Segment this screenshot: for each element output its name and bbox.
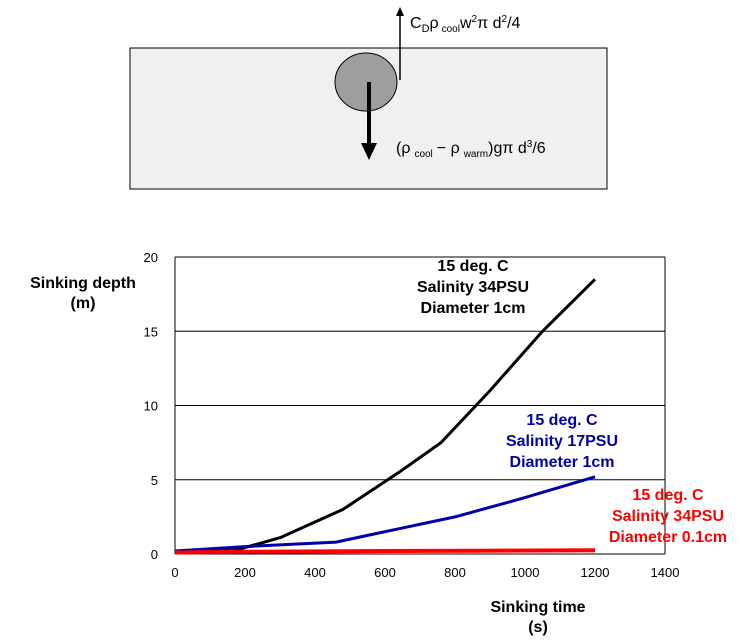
series-0-label-line-1: Salinity 34PSU (417, 279, 529, 296)
series-line-2 (174, 548, 596, 555)
series-0-label-line-2: Diameter 1cm (421, 300, 526, 317)
x-tick-label-5: 1000 (511, 565, 540, 580)
x-axis-label-line1: Sinking time (490, 599, 585, 616)
series-1-label-line-1: Salinity 17PSU (506, 433, 618, 450)
series-2-label-line-1: Salinity 34PSU (612, 508, 724, 525)
x-tick-label-4: 800 (444, 565, 466, 580)
force-diagram: CDρ coolw2π d2/4 (ρ cool − ρ warm)gπ d3/6 (129, 7, 608, 190)
series-1-label-line-2: Diameter 1cm (510, 454, 615, 471)
x-tick-label-3: 600 (374, 565, 396, 580)
y-axis-label-line2: (m) (71, 295, 96, 312)
series-line-1 (174, 475, 596, 553)
x-axis-label-line2: (s) (528, 619, 548, 636)
sinking-sphere (334, 52, 398, 112)
y-tick-label-2: 10 (144, 399, 158, 414)
series-2-label-line-0: 15 deg. C (632, 487, 704, 504)
y-tick-label-0: 0 (151, 547, 158, 562)
series-2-label-line-2: Diameter 0.1cm (609, 529, 727, 546)
x-tick-label-0: 0 (171, 565, 178, 580)
y-tick-label-4: 20 (144, 250, 158, 265)
buoyancy-force-formula: (ρ cool − ρ warm)gπ d3/6 (396, 139, 546, 160)
x-tick-label-7: 1400 (651, 565, 680, 580)
series-0-label-line-0: 15 deg. C (437, 258, 509, 275)
y-tick-label-1: 5 (151, 473, 158, 488)
drag-force-formula: CDρ coolw2π d2/4 (410, 14, 521, 35)
y-tick-label-3: 15 (144, 324, 158, 339)
x-tick-label-1: 200 (234, 565, 256, 580)
series-layer (174, 278, 597, 555)
x-tick-label-2: 400 (304, 565, 326, 580)
y-axis-label-line1: Sinking depth (30, 275, 136, 292)
gravity-arrow-head (361, 143, 377, 160)
axis-layer (174, 257, 666, 555)
x-tick-label-6: 1200 (581, 565, 610, 580)
drag-arrow-head (396, 7, 404, 16)
series-1-label-line-0: 15 deg. C (526, 412, 598, 429)
